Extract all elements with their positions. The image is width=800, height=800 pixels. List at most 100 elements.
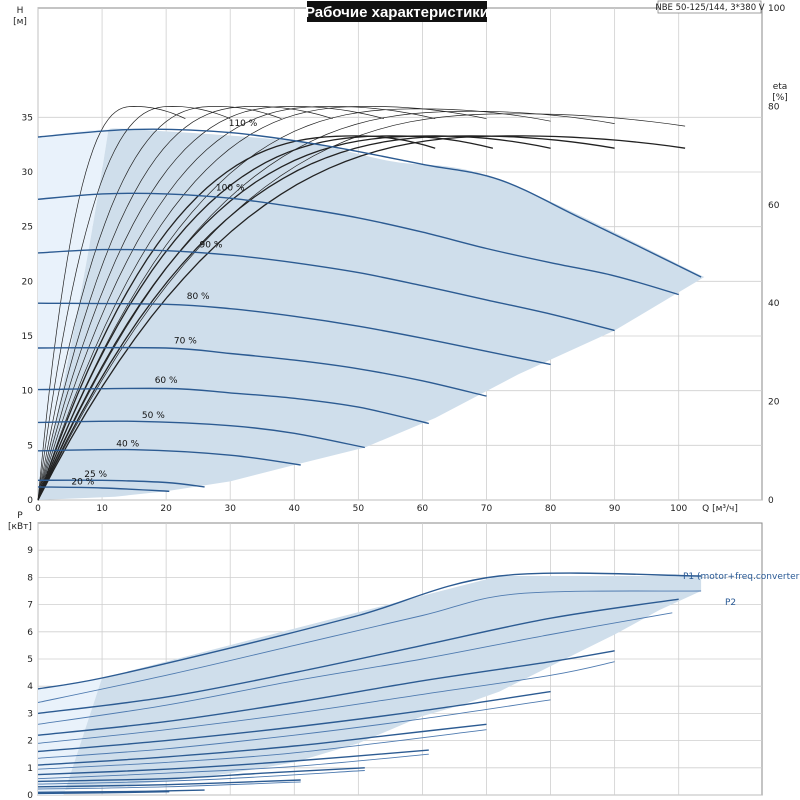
- efficiency-curve-4: [37, 106, 333, 501]
- bottom-region-fill: [38, 576, 702, 793]
- p1-curve-90pct: [37, 650, 615, 736]
- curve-labels: 110 % 100 % 90 % 80 % 70 % 60 % 50 % 40 % 25 %20…: [71, 119, 257, 488]
- efficiency-curve-7: [37, 106, 487, 501]
- p2-curve-50pct: [37, 770, 365, 785]
- head-curve-20pct: [37, 486, 170, 492]
- h-tick-label: 20: [22, 277, 34, 287]
- head-curve-label: 60 %: [155, 376, 178, 386]
- h-tick-label: 5: [27, 441, 33, 451]
- p-tick-label: 3: [27, 709, 33, 719]
- q-axis-label: Q [м³/ч]: [702, 504, 738, 514]
- head-curve-label: 40 %: [116, 439, 139, 449]
- top-axis-ticks: 0 10 20 30 40 50 60 70 80 90 100 0 5 10 15 20 25 30 35 0 20 4…: [22, 4, 786, 514]
- head-curve-label: 50 %: [142, 411, 165, 421]
- p-tick-label: 0: [27, 791, 33, 800]
- model-box: [657, 0, 762, 14]
- title-box: [307, 1, 487, 22]
- q-tick-label: 60: [417, 504, 429, 514]
- eta-axis-label: eta: [773, 82, 788, 92]
- head-curve-label: 70 %: [174, 337, 197, 347]
- q-tick-label: 20: [160, 504, 172, 514]
- p2-series-label: P2: [725, 598, 736, 608]
- head-curve-label: 110 %: [229, 119, 258, 129]
- power-curves: [37, 572, 702, 795]
- q-tick-label: 90: [609, 504, 621, 514]
- h-tick-label: 0: [27, 496, 33, 506]
- head-curve-25pct: [37, 479, 205, 488]
- p-tick-label: 2: [27, 737, 33, 747]
- h-tick-label: 35: [22, 113, 33, 123]
- p1-curve-40pct: [37, 779, 301, 788]
- p2-curve-70pct: [37, 729, 487, 770]
- efficiency-curve-8: [37, 108, 551, 501]
- p2-curve-90pct: [37, 661, 615, 744]
- h-tick-label: 30: [22, 168, 34, 178]
- head-curve-label: 20 %: [71, 478, 94, 488]
- efficiency-curve-6: [37, 106, 436, 501]
- head-curve-70pct: [37, 346, 487, 397]
- p-axis-label: P: [17, 511, 23, 521]
- p1-curve-100pct: [37, 598, 679, 715]
- bottom-axis-ticks: 0 1 2 3 4 5 6 7 8 9: [27, 546, 33, 800]
- chart-title: Рабочие характеристики: [305, 4, 489, 21]
- p1-series-label: P1 (motor+freq.converter): [683, 572, 800, 582]
- efficiency-curve-10: [37, 113, 686, 501]
- p-tick-label: 6: [27, 628, 33, 638]
- h-tick-label: 15: [22, 332, 33, 342]
- head-curve-90pct: [37, 248, 615, 332]
- efficiency-curve-2: [37, 106, 231, 501]
- q-tick-label: 70: [481, 504, 493, 514]
- p-tick-label: 5: [27, 655, 33, 665]
- head-curve-label: 80 %: [187, 292, 210, 302]
- p1-curve-70pct: [37, 723, 487, 766]
- model-label: NBE 50-125/144, 3*380 V: [655, 3, 764, 13]
- q-tick-label: 100: [670, 504, 687, 514]
- eta-tick-label: 60: [768, 201, 780, 211]
- head-curve-label: 90 %: [200, 240, 223, 250]
- p2-curve-100pct: [37, 612, 673, 725]
- efficiency-curve-1: [37, 106, 186, 501]
- head-curve-label: 25 %: [84, 470, 107, 480]
- p-tick-label: 8: [27, 573, 33, 583]
- eta-tick-label: 40: [768, 299, 780, 309]
- p1-curve-50pct: [37, 767, 365, 783]
- efficiency-curve-15: [37, 135, 686, 501]
- efficiency-curves: [37, 106, 686, 501]
- head-curve-110pct: [37, 128, 702, 278]
- eta-tick-label: 20: [768, 398, 780, 408]
- p2-curve-110pct: [37, 590, 702, 703]
- efficiency-curve-3: [37, 106, 282, 501]
- q-tick-label: 30: [224, 504, 236, 514]
- p-tick-label: 1: [27, 764, 33, 774]
- h-axis-label: H: [17, 6, 24, 16]
- efficiency-curve-9: [37, 110, 615, 501]
- head-curves: [37, 128, 702, 492]
- q-tick-label: 40: [289, 504, 301, 514]
- head-curve-label: 100 %: [216, 184, 245, 194]
- p1-curve-80pct: [37, 690, 551, 753]
- p-tick-label: 7: [27, 601, 33, 611]
- p2-curve-80pct: [37, 699, 551, 759]
- h-tick-label: 10: [22, 387, 34, 397]
- h-tick-label: 25: [22, 223, 33, 233]
- efficiency-curve-14: [37, 135, 615, 501]
- top-region-fill: [38, 128, 705, 500]
- p-tick-label: 9: [27, 546, 33, 556]
- q-tick-label: 0: [35, 504, 41, 514]
- head-curve-100pct: [37, 192, 679, 296]
- p2-curve-40pct: [37, 781, 301, 790]
- p-tick-label: 4: [27, 682, 33, 692]
- efficiency-curve-5: [37, 106, 385, 501]
- head-curve-40pct: [37, 448, 301, 466]
- h-axis-unit: [м]: [13, 17, 27, 27]
- eta-tick-label: 80: [768, 102, 780, 112]
- p1-curve-60pct: [37, 749, 429, 776]
- head-curve-80pct: [37, 302, 551, 366]
- eta-tick-label: 0: [768, 496, 774, 506]
- p1-curve-25pct: [37, 789, 205, 793]
- q-tick-label: 50: [353, 504, 365, 514]
- p2-curve-60pct: [37, 753, 429, 780]
- head-curve-60pct: [37, 387, 429, 425]
